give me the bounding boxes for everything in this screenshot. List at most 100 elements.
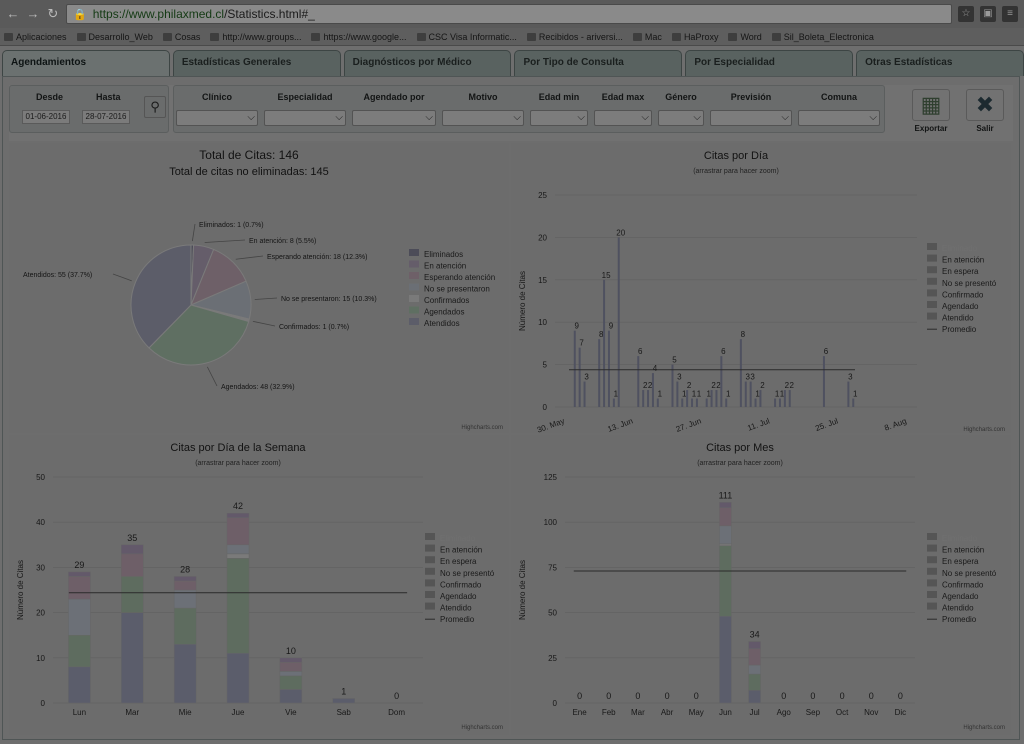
tab-agendamientos[interactable]: Agendamientos [2,50,170,76]
legend-item: En atención [942,256,984,265]
bookmark-item[interactable]: http://www.groups... [210,32,301,42]
filter-select[interactable]: ⌵ [798,110,880,126]
stacked-bar-segment [719,615,732,704]
pie-connector [254,297,278,300]
tab-diagnosticos-por-medico[interactable]: Diagnósticos por Médico [343,50,512,76]
filter-select[interactable]: ⌵ [176,110,258,126]
folder-icon [632,32,642,41]
day-bar [744,381,747,407]
folder-icon [771,32,781,41]
legend-marker [927,602,937,610]
legend-marker [409,306,419,314]
url-host: https://www.philaxmed.cl [92,7,225,21]
day-bar [759,390,762,407]
filter-label: Comuna [821,92,857,102]
legend-item: Esperando atención [424,273,495,282]
tab-por-tipo-de-consulta[interactable]: Por Tipo de Consulta [514,50,683,76]
filter-label: Edad min [538,92,580,102]
tab-por-especialidad[interactable]: Por Especialidad [685,50,854,76]
stacked-bar-segment [748,641,761,650]
legend-marker [409,249,419,256]
bookmark-item[interactable]: Cosas [162,32,200,42]
bar-value-label: 9 [609,322,614,331]
desde-input[interactable]: 01-06-2016 [22,110,70,124]
bar-total-label: 29 [74,560,84,570]
apps-icon [4,32,13,41]
legend-item: Agendado [440,592,477,601]
bar-value-label: 1 [658,390,663,399]
day-bar [617,237,620,407]
filter-select[interactable]: ⌵ [658,110,704,126]
bookmark-item[interactable]: Sil_Boleta_Electronica [771,32,874,42]
bookmark-label: http://www.groups... [222,31,302,42]
bar-value-label: 6 [638,347,643,356]
bar-value-label: 8 [741,330,746,339]
y-tick-label: 5 [543,361,548,370]
filter-select[interactable]: ⌵ [264,110,346,126]
filter-select[interactable]: ⌵ [710,110,792,126]
reload-icon[interactable]: ↻ [47,6,59,21]
legend-marker [927,533,937,540]
extension-icon[interactable]: ▣ [980,6,996,22]
bar-total-label: 0 [635,691,640,701]
x-tick-label: Nov [864,708,878,717]
pie-connector [235,255,264,260]
day-bar [749,381,752,407]
day-bar [637,356,640,407]
bookmark-item[interactable]: Word [728,32,762,42]
filter-select[interactable]: ⌵ [530,110,588,126]
stacked-bar-segment [68,598,91,636]
stacked-bar-segment [748,673,761,691]
pie-data-label: En atención: 8 (5.5%) [249,238,316,245]
legend-marker [927,266,937,274]
hasta-input[interactable]: 28-07-2016 [82,110,130,124]
star-icon[interactable]: ☆ [958,6,974,22]
legend-item: Promedio [942,615,977,624]
tab-otras-estadisticas[interactable]: Otras Estadísticas [856,50,1024,76]
day-bar [603,279,606,407]
pie-data-label: Agendados: 48 (32.9%) [221,384,295,391]
y-tick-label: 0 [543,403,548,412]
legend-marker [425,556,435,564]
y-tick-label: 40 [36,518,45,527]
bar-value-label: 2 [687,381,692,390]
bookmark-item[interactable]: Aplicaciones [4,32,67,42]
bookmark-item[interactable]: Recibidos - ariversi... [526,32,623,42]
tab-bar: Agendamientos Estadísticas Generales Dia… [0,50,1024,76]
legend-item: En atención [440,546,482,555]
forward-icon[interactable]: → [26,6,40,21]
exportar-button[interactable]: ▦ Exportar [907,89,955,133]
url-bar[interactable]: 🔒 https://www.philaxmed.cl/Statistics.ht… [66,4,952,24]
bar-value-label: 4 [653,364,658,373]
bookmark-item[interactable]: Mac [632,32,662,42]
legend-item: Eliminado [942,534,978,543]
filter-select[interactable]: ⌵ [594,110,652,126]
day-bar [583,381,586,407]
bookmark-item[interactable]: CSC Visa Informatic... [416,32,517,42]
legend-marker [927,277,937,285]
legend-item: No se presentó [440,569,495,578]
legend-marker [927,544,937,552]
back-icon[interactable]: ← [6,6,20,21]
search-button[interactable]: ⚲ [144,96,166,118]
legend-marker [927,579,937,587]
menu-icon[interactable]: ≡ [1002,6,1018,22]
bookmark-item[interactable]: Desarrollo_Web [76,32,153,42]
tab-estadisticas-generales[interactable]: Estadísticas Generales [172,50,341,76]
legend-marker [425,567,435,575]
bar-value-label: 3 [848,373,853,382]
day-bar [710,390,713,407]
bookmark-item[interactable]: https://www.google... [311,32,407,42]
bookmark-item[interactable]: HaProxy [671,32,718,42]
salir-button[interactable]: ✖ Salir [961,89,1009,133]
bar-value-label: 3 [584,373,589,382]
filter-select[interactable]: ⌵ [442,110,524,126]
pie-data-label: Esperando atención: 18 (12.3%) [267,254,367,261]
day-bar [774,398,777,407]
filter-select[interactable]: ⌵ [352,110,436,126]
stacked-bar-segment [226,558,250,654]
legend-marker [409,283,419,291]
x-tick-label: 25. Jul [814,416,839,433]
day-bar [642,390,645,407]
pie-data-label: Atendidos: 55 (37.7%) [23,272,92,279]
